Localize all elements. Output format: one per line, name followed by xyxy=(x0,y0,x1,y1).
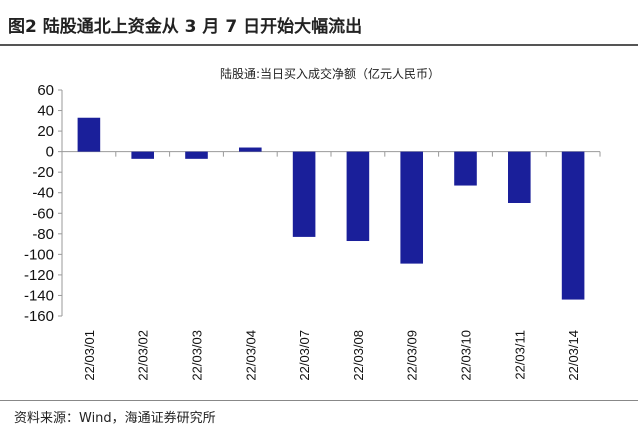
bar xyxy=(346,151,370,242)
divider xyxy=(0,44,638,46)
x-tick-label: 22/03/08 xyxy=(351,330,366,381)
bar-chart: 陆股通:当日买入成交净额（亿元人民币） 60 40 20 0 -20 -40 -60 -80 -… xyxy=(24,66,601,381)
bar xyxy=(561,151,585,300)
chart-title: 陆股通:当日买入成交净额（亿元人民币） xyxy=(220,66,440,81)
bar xyxy=(292,151,316,237)
bar xyxy=(131,151,154,159)
figure-title: 图2 陆股通北上资金从 3 月 7 日开始大幅流出 xyxy=(8,17,363,37)
y-tick-label: -20 xyxy=(32,164,54,181)
x-tick-label: 22/03/11 xyxy=(512,330,527,380)
x-tick-label: 22/03/03 xyxy=(190,330,205,381)
bar xyxy=(185,151,208,159)
bar xyxy=(239,147,262,152)
y-tick-label: -60 xyxy=(32,205,54,222)
bar xyxy=(77,117,101,152)
x-tick-label: 22/03/01 xyxy=(82,330,97,381)
x-tick-label: 22/03/09 xyxy=(405,330,420,381)
y-tick-label: -80 xyxy=(32,226,54,243)
x-tick-label: 22/03/04 xyxy=(243,330,258,381)
y-tick-label: -140 xyxy=(24,287,54,304)
y-tick-label: -160 xyxy=(24,308,54,325)
y-tick-label: 0 xyxy=(46,144,54,161)
x-tick-label: 22/03/02 xyxy=(136,330,151,381)
y-tick-label: -100 xyxy=(24,246,54,263)
y-tick-label: -40 xyxy=(32,185,54,202)
bar xyxy=(454,151,477,186)
x-tick-label: 22/03/07 xyxy=(297,330,312,381)
x-tick-label: 22/03/10 xyxy=(459,330,474,381)
y-tick-label: -120 xyxy=(24,267,54,284)
x-tick-label: 22/03/14 xyxy=(566,330,581,381)
y-tick-label: 20 xyxy=(37,123,54,140)
y-tick-label: 60 xyxy=(37,82,54,99)
bar xyxy=(400,151,423,264)
y-tick-label: 40 xyxy=(37,103,54,120)
source-note: 资料来源：Wind，海通证券研究所 xyxy=(14,411,216,426)
divider xyxy=(0,400,638,401)
bar xyxy=(508,151,531,203)
